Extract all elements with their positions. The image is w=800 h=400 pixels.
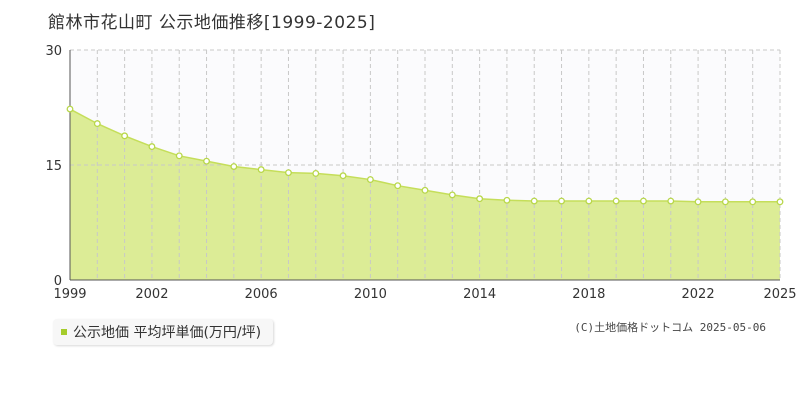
data-point (749, 198, 757, 206)
data-point (66, 105, 74, 113)
data-point (530, 197, 538, 205)
data-point (148, 143, 156, 151)
data-point (175, 152, 183, 160)
data-point (421, 186, 429, 194)
data-point (394, 182, 402, 190)
data-point (93, 120, 101, 128)
copyright-text: (C)土地価格ドットコム 2025-05-06 (574, 321, 766, 334)
series-area (70, 109, 780, 281)
data-point (640, 197, 647, 205)
data-point (694, 198, 702, 206)
x-tick-label: 1999 (53, 287, 86, 302)
data-point (312, 169, 320, 177)
data-point (121, 132, 129, 140)
legend-swatch (61, 329, 67, 335)
y-tick-label: 15 (45, 159, 62, 174)
x-tick-label: 2006 (245, 287, 278, 302)
data-point (339, 172, 347, 180)
data-point (366, 176, 374, 184)
x-tick-label: 2025 (763, 287, 796, 302)
legend-label: 公示地価 平均坪単価(万円/坪) (73, 325, 262, 341)
x-tick-label: 2022 (682, 287, 715, 302)
data-point (257, 166, 265, 174)
y-tick-label: 0 (54, 274, 62, 289)
data-point (667, 197, 675, 205)
data-point (558, 197, 565, 205)
x-tick-label: 2014 (463, 287, 496, 302)
chart-title: 館林市花山町 公示地価推移[1999-2025] (48, 13, 376, 33)
data-point (612, 197, 620, 205)
y-tick-label: 30 (45, 44, 62, 59)
data-point (448, 191, 456, 199)
x-tick-label: 2010 (354, 287, 387, 302)
data-point (285, 169, 292, 177)
legend: 公示地価 平均坪単価(万円/坪) (53, 319, 274, 345)
data-point (585, 197, 593, 205)
data-point (721, 198, 729, 206)
x-tick-label: 2018 (572, 287, 605, 302)
data-point (503, 196, 511, 204)
x-tick-label: 2002 (135, 287, 168, 302)
data-point (476, 195, 484, 203)
data-point (776, 198, 784, 206)
data-point (230, 163, 238, 170)
data-point (203, 157, 210, 165)
